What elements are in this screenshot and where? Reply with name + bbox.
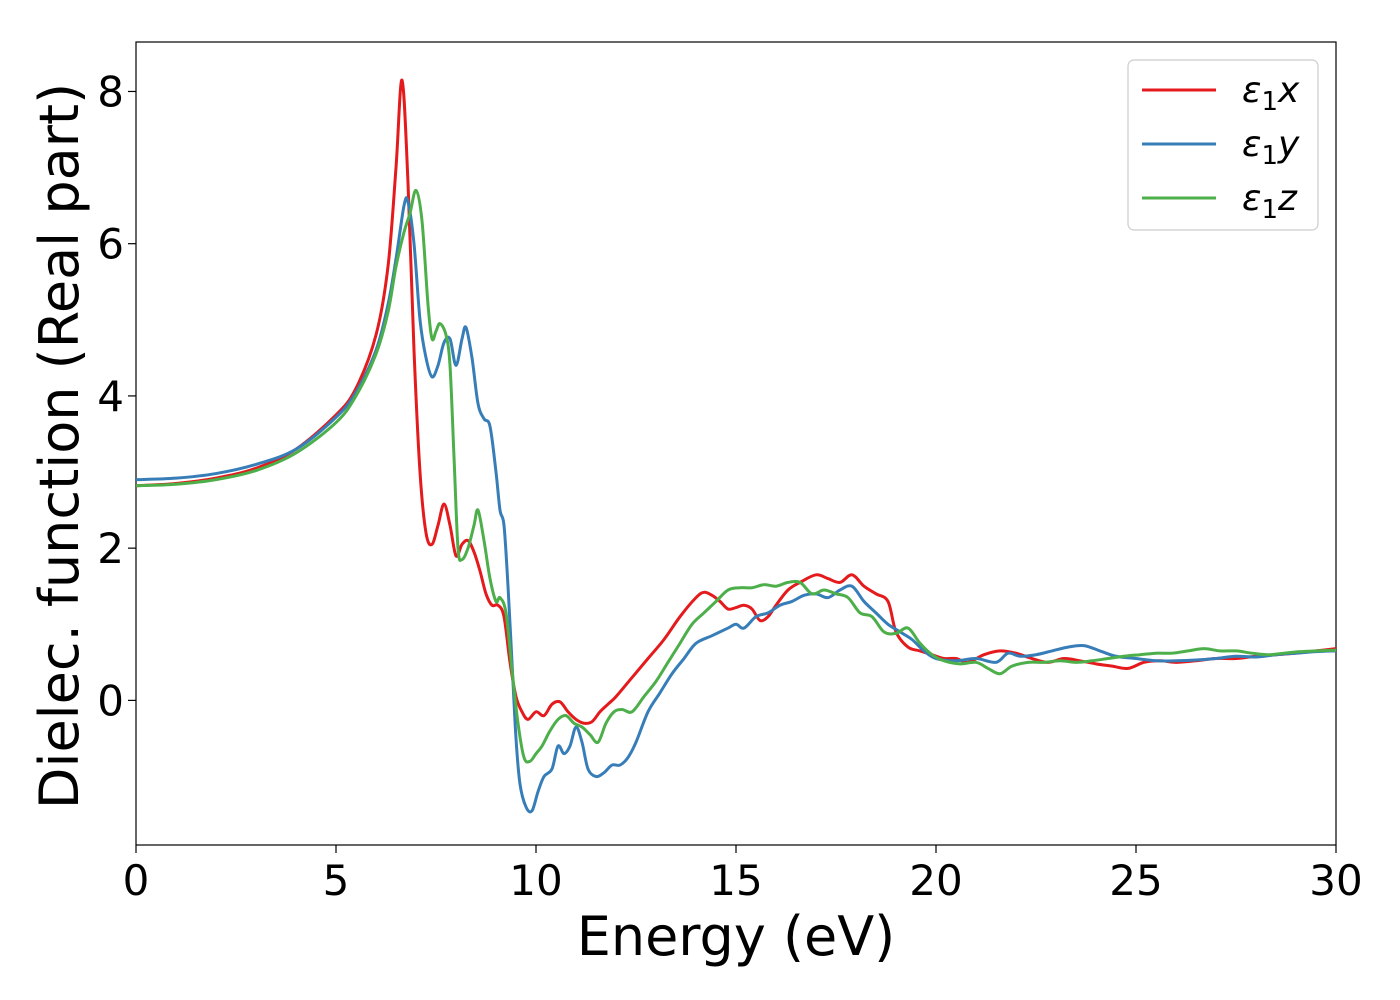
- series-e1y-line: [136, 196, 1336, 814]
- legend-entry: ε1y: [1242, 124, 1300, 171]
- legend: ε1x ε1y ε1z: [1127, 59, 1319, 231]
- y-axis-ticks: 0 2 4 6 8: [97, 67, 136, 725]
- x-axis-ticks: 0 5 10 15 20 25 30: [123, 845, 1363, 905]
- y-tick-label: 4: [97, 372, 124, 421]
- x-tick-label: 0: [123, 856, 150, 905]
- x-tick-label: 25: [1109, 856, 1162, 905]
- legend-entry: ε1x: [1242, 70, 1300, 117]
- y-tick-label: 8: [97, 67, 124, 116]
- x-tick-label: 20: [909, 856, 962, 905]
- legend-box: [1127, 59, 1319, 231]
- y-tick-label: 0: [97, 676, 124, 725]
- x-tick-label: 5: [323, 856, 350, 905]
- y-tick-label: 2: [97, 524, 124, 573]
- x-tick-label: 10: [509, 856, 562, 905]
- y-axis-label: Dielec. function (Real part): [28, 83, 91, 809]
- y-tick-label: 6: [97, 220, 124, 269]
- series-e1z-line: [136, 188, 1336, 764]
- x-axis-label: Energy (eV): [577, 905, 896, 968]
- x-tick-label: 15: [709, 856, 762, 905]
- series-layer: [136, 78, 1336, 814]
- x-tick-label: 30: [1309, 856, 1362, 905]
- legend-entry: ε1z: [1242, 178, 1298, 225]
